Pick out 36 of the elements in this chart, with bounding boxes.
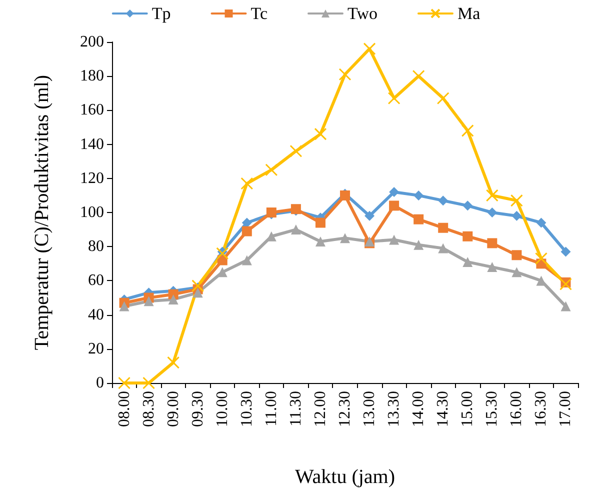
y-axis-title: Temperatur (C)/Produktivitas (ml) <box>31 74 53 350</box>
y-tick-label: 60 <box>88 272 104 290</box>
y-tick-label: 160 <box>80 102 104 119</box>
x-tick-label: 10.30 <box>238 391 256 427</box>
legend-label: Tc <box>250 4 268 23</box>
y-tick-label: 140 <box>80 136 104 153</box>
x-tick-label: 17.00 <box>557 391 574 427</box>
legend-label: Two <box>347 4 378 23</box>
y-tick-label: 80 <box>88 238 104 256</box>
legend-label: Ma <box>457 4 481 23</box>
y-tick-label: 200 <box>80 34 104 50</box>
y-tick-label: 100 <box>80 204 104 221</box>
x-tick-label: 16.00 <box>508 391 526 427</box>
y-tick-label: 20 <box>88 340 104 358</box>
y-tick-label: 120 <box>80 170 104 187</box>
x-tick-label: 11.30 <box>287 391 304 426</box>
x-tick-label: 16.30 <box>532 391 550 427</box>
x-tick-label: 14.30 <box>434 391 452 427</box>
x-tick-label: 10.00 <box>214 391 231 427</box>
x-tick-label: 08.00 <box>116 391 133 427</box>
x-tick-label: 08.30 <box>140 391 158 427</box>
x-axis-title: Waktu (jam) <box>294 466 396 488</box>
y-tick-label: 0 <box>96 374 104 392</box>
x-tick-label: 13.30 <box>386 391 403 427</box>
legend-label: Tp <box>152 4 171 23</box>
x-tick-label: 12.30 <box>336 391 354 427</box>
x-tick-label: 11.00 <box>262 391 280 426</box>
x-tick-label: 12.00 <box>312 391 329 427</box>
x-tick-label: 14.00 <box>410 391 428 427</box>
x-tick-label: 15.30 <box>484 391 501 427</box>
y-tick-label: 40 <box>88 306 104 324</box>
x-tick-label: 09.00 <box>164 391 182 427</box>
x-tick-label: 09.30 <box>189 391 206 427</box>
x-tick-label: 15.00 <box>459 391 476 427</box>
y-tick-label: 180 <box>80 68 104 85</box>
x-tick-label: 13.00 <box>361 391 378 427</box>
